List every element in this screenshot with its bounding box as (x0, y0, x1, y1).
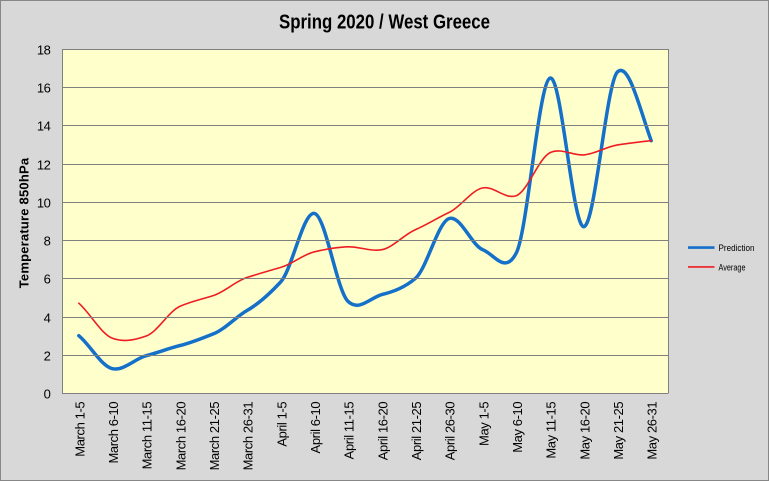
svg-text:May 26-31: May 26-31 (645, 402, 660, 460)
svg-text:March 26-31: March 26-31 (241, 402, 256, 471)
svg-text:May 16-20: May 16-20 (577, 402, 592, 460)
svg-text:May 11-15: May 11-15 (544, 402, 559, 459)
svg-text:April 1-5: April 1-5 (274, 402, 289, 447)
svg-text:12: 12 (37, 157, 51, 172)
svg-text:Average: Average (719, 263, 746, 273)
svg-text:16: 16 (37, 80, 51, 95)
svg-text:2: 2 (44, 348, 51, 363)
svg-text:Temperature 850hPa: Temperature 850hPa (16, 157, 31, 288)
svg-text:0: 0 (44, 386, 51, 401)
svg-text:May 6-10: May 6-10 (510, 402, 525, 453)
svg-text:14: 14 (37, 118, 51, 133)
svg-text:March 11-15: March 11-15 (140, 402, 155, 470)
svg-text:March 6-10: March 6-10 (106, 402, 121, 464)
svg-text:4: 4 (44, 310, 51, 325)
svg-text:8: 8 (44, 233, 51, 248)
svg-text:6: 6 (44, 271, 51, 286)
svg-text:May 1-5: May 1-5 (476, 402, 491, 446)
svg-text:March 21-25: March 21-25 (207, 402, 222, 471)
svg-text:April 6-10: April 6-10 (308, 402, 323, 454)
svg-text:April 21-25: April 21-25 (409, 402, 424, 461)
svg-text:March 16-20: March 16-20 (173, 402, 188, 471)
svg-text:April 11-15: April 11-15 (342, 402, 357, 460)
svg-text:April 26-30: April 26-30 (443, 402, 458, 461)
svg-text:Prediction: Prediction (719, 243, 755, 253)
svg-text:May 21-25: May 21-25 (611, 402, 626, 460)
svg-text:Spring 2020 / West Greece: Spring 2020 / West Greece (279, 12, 490, 34)
svg-text:10: 10 (37, 195, 51, 210)
svg-text:18: 18 (37, 42, 51, 57)
svg-text:March 1-5: March 1-5 (72, 402, 87, 457)
svg-text:April 16-20: April 16-20 (375, 402, 390, 461)
